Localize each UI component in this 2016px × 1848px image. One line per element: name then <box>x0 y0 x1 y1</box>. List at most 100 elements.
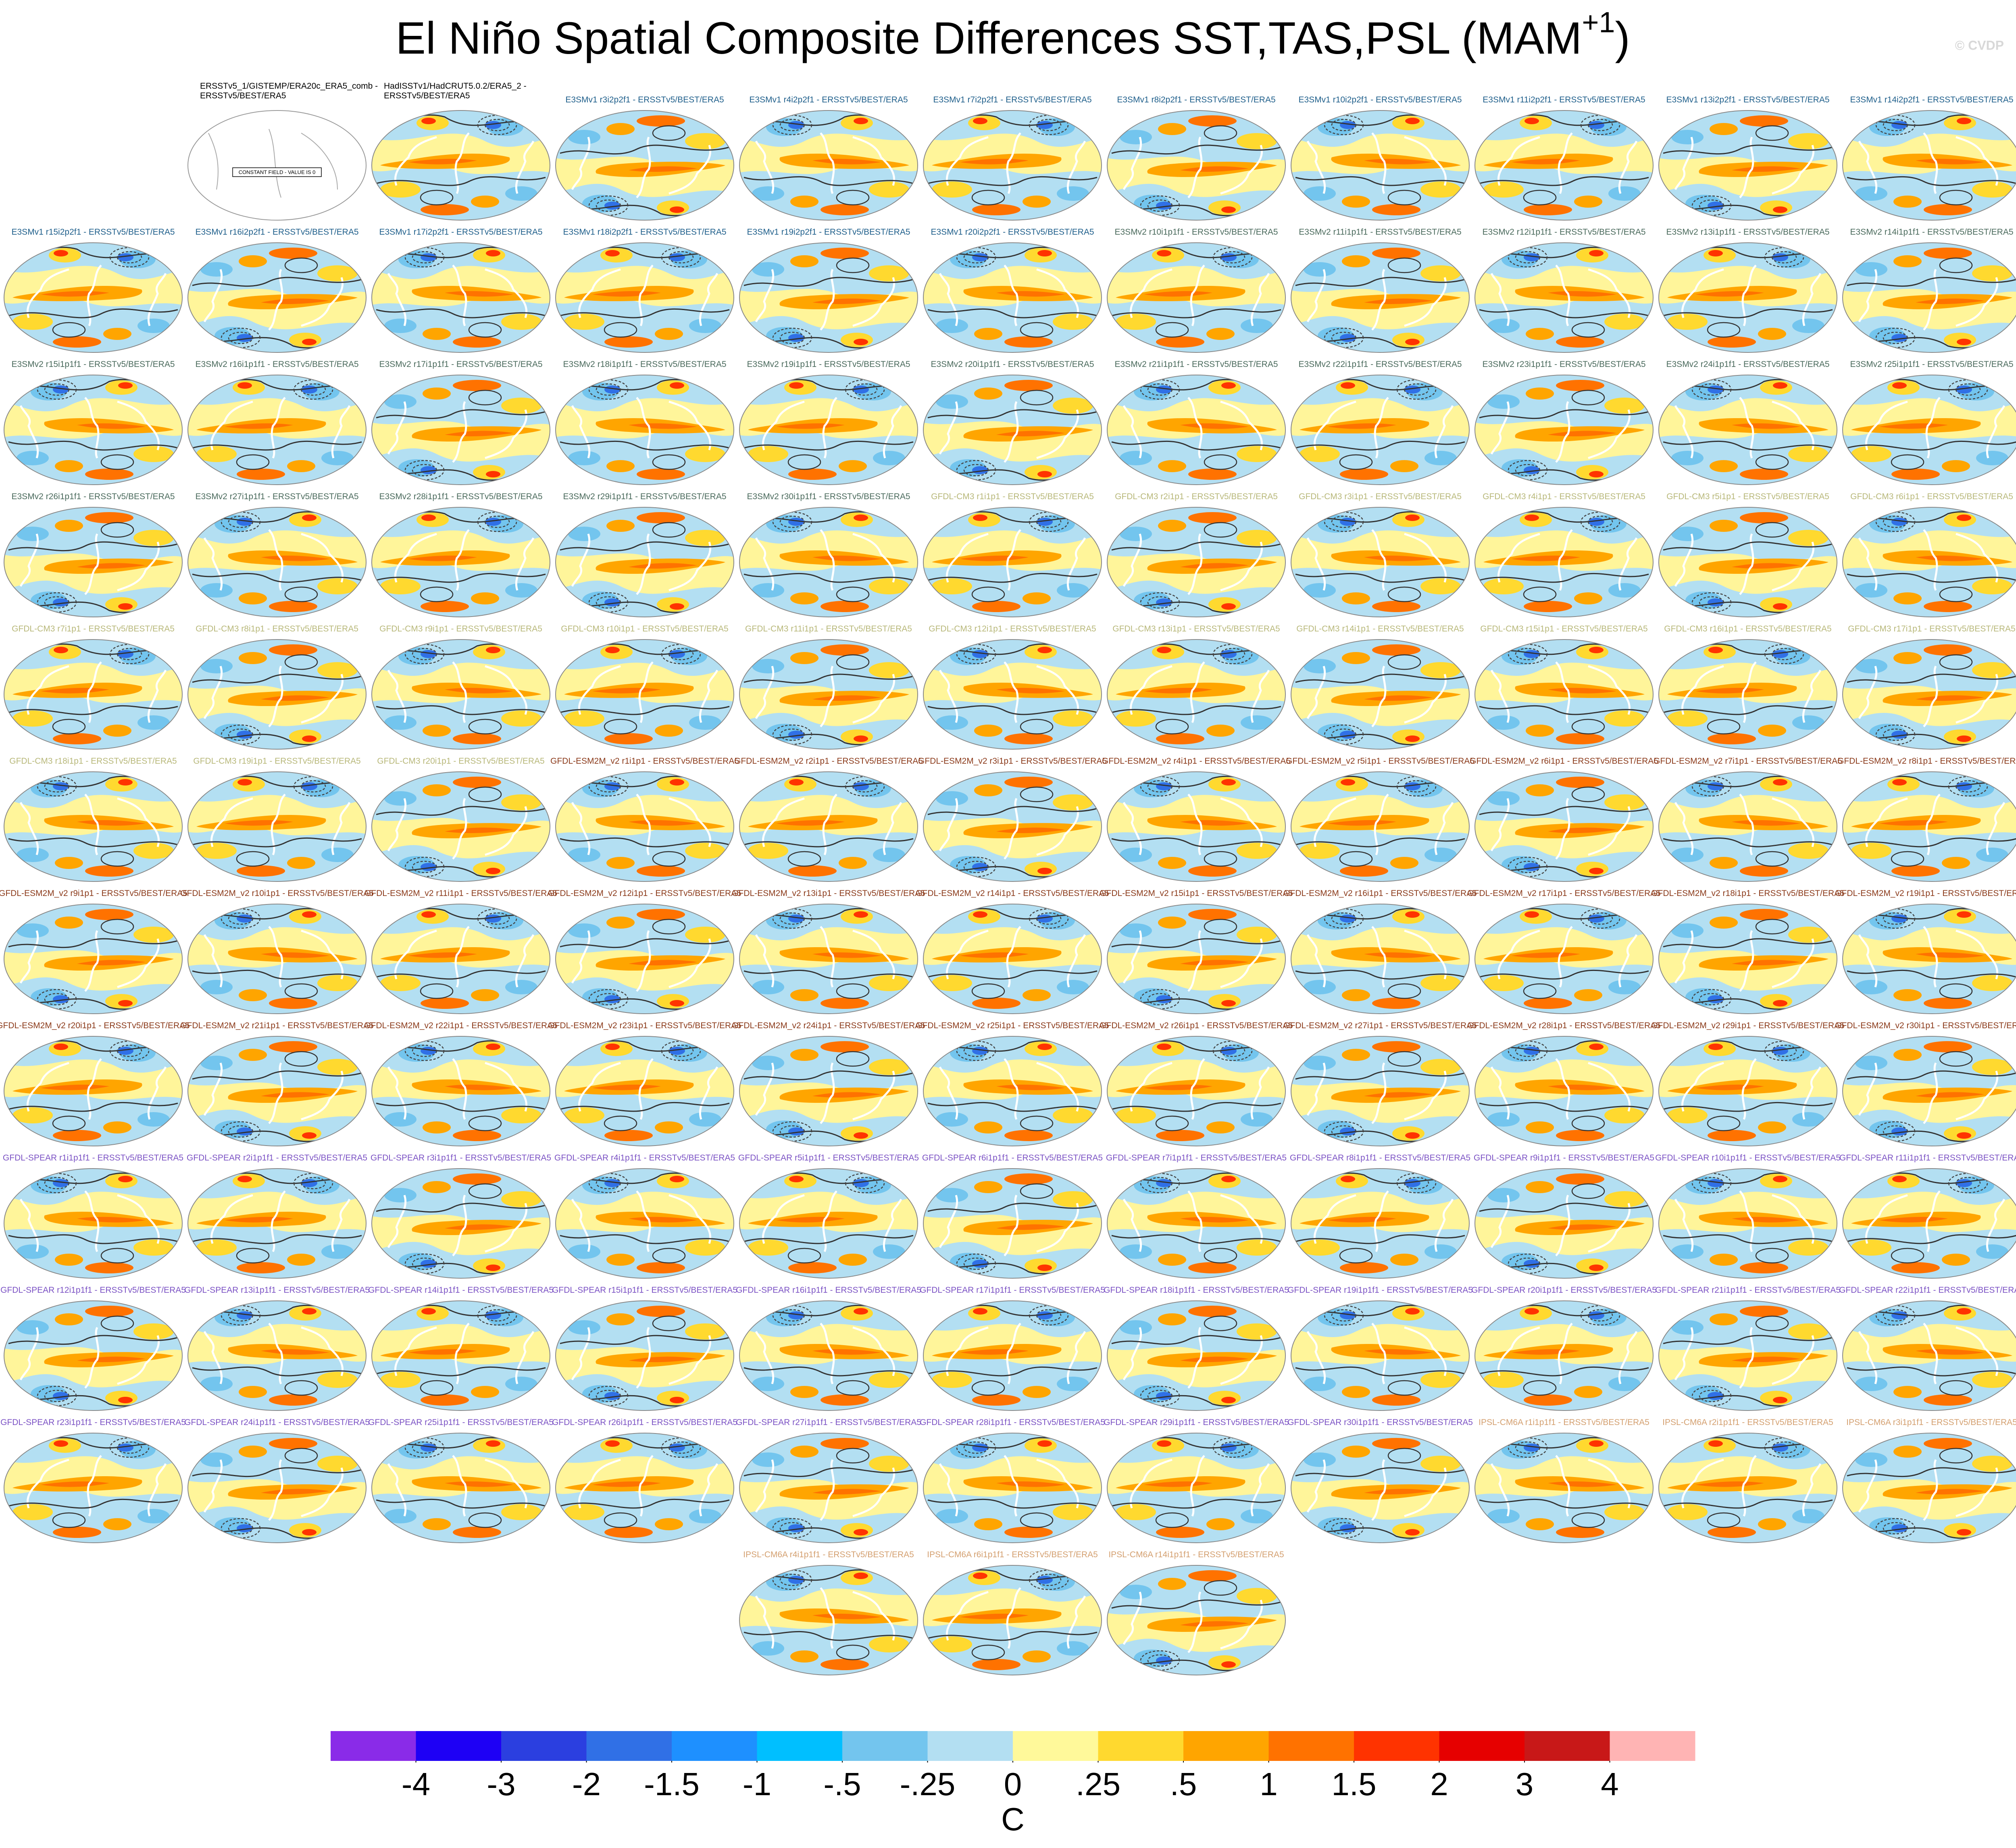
map-border <box>1291 1300 1470 1411</box>
map-field <box>1839 638 2016 751</box>
panel-title: GFDL-ESM2M_v2 r10i1p1 - ERSSTv5/BEST/ERA… <box>180 889 374 898</box>
panel-title: E3SMv2 r24i1p1f1 - ERSSTv5/BEST/ERA5 <box>1666 360 1830 369</box>
map-panel: GFDL-ESM2M_v2 r23i1p1 - ERSSTv5/BEST/ERA… <box>548 1021 741 1146</box>
map-panel: GFDL-ESM2M_v2 r6i1p1 - ERSSTv5/BEST/ERA5 <box>1470 756 1658 882</box>
map-pattern <box>0 1431 186 1544</box>
panel-title: IPSL-CM6A r3i1p1f1 - ERSSTv5/BEST/ERA5 <box>1846 1418 2016 1427</box>
panel-title: E3SMv1 r11i2p2f1 - ERSSTv5/BEST/ERA5 <box>1483 95 1645 104</box>
map-field <box>1839 241 2016 354</box>
panel-title: E3SMv2 r11i1p1f1 - ERSSTv5/BEST/ERA5 <box>1299 227 1461 237</box>
map-panel: GFDL-ESM2M_v2 r27i1p1 - ERSSTv5/BEST/ERA… <box>1283 1021 1477 1146</box>
colorbar-box <box>1524 1731 1610 1761</box>
map-panel: E3SMv2 r18i1p1f1 - ERSSTv5/BEST/ERA5 <box>555 360 734 485</box>
colorbar-box <box>331 1731 416 1761</box>
panel-title: GFDL-CM3 r19i1p1 - ERSSTv5/BEST/ERA5 <box>193 756 360 766</box>
map-pattern <box>368 506 554 619</box>
map-border <box>4 1433 183 1543</box>
panel-title: GFDL-ESM2M_v2 r6i1p1 - ERSSTv5/BEST/ERA5 <box>1470 756 1658 766</box>
map-border <box>4 771 183 882</box>
map-panel: GFDL-CM3 r15i1p1 - ERSSTv5/BEST/ERA5 <box>1475 624 1654 750</box>
panel-title: GFDL-SPEAR r3i1p1f1 - ERSSTv5/BEST/ERA5 <box>371 1153 551 1163</box>
map-panel: IPSL-CM6A r3i1p1f1 - ERSSTv5/BEST/ERA5 <box>1839 1418 2016 1544</box>
map-pattern <box>0 770 186 883</box>
map-field <box>736 1299 921 1412</box>
map-pattern <box>1839 1299 2016 1412</box>
map-field <box>0 373 186 486</box>
map-border <box>4 1300 183 1411</box>
map-field <box>368 1167 554 1280</box>
panel-title: E3SMv1 r14i2p2f1 - ERSSTv5/BEST/ERA5 <box>1850 95 2014 104</box>
map-panel: GFDL-SPEAR r6i1p1f1 - ERSSTv5/BEST/ERA5 <box>922 1153 1103 1279</box>
map-pattern <box>1471 506 1657 619</box>
panel-title: E3SMv2 r10i1p1f1 - ERSSTv5/BEST/ERA5 <box>1115 227 1278 237</box>
panel-title: ERSSTv5_1/GISTEMP/ERA20c_ERA5_comb -ERSS… <box>200 81 378 100</box>
map-pattern <box>736 1167 921 1280</box>
map-border <box>555 1300 734 1411</box>
map-panel: E3SMv1 r13i2p2f1 - ERSSTv5/BEST/ERA5 <box>1658 95 1837 221</box>
map-border <box>1475 507 1654 617</box>
map-field <box>920 241 1105 354</box>
map-border <box>1107 1036 1286 1146</box>
map-field <box>1471 1431 1657 1544</box>
map-pattern <box>1839 1431 2016 1544</box>
map-field <box>1287 506 1473 619</box>
map-panel: E3SMv2 r14i1p1f1 - ERSSTv5/BEST/ERA5 <box>1839 227 2016 354</box>
map-pattern <box>1287 109 1473 222</box>
map-field <box>184 1299 370 1412</box>
map-pattern <box>368 1035 554 1148</box>
map-panel: GFDL-CM3 r18i1p1 - ERSSTv5/BEST/ERA5 <box>0 756 186 883</box>
colorbar-label: -3 <box>487 1766 515 1802</box>
map-border <box>555 904 734 1014</box>
map-border <box>1475 1036 1654 1146</box>
map-field <box>552 506 737 619</box>
colorbar-box <box>1610 1731 1695 1761</box>
map-border <box>739 1565 918 1675</box>
map-field <box>0 902 186 1015</box>
map-panel: GFDL-ESM2M_v2 r20i1p1 - ERSSTv5/BEST/ERA… <box>0 1021 190 1146</box>
map-field <box>1655 506 1841 619</box>
map-field <box>0 770 186 883</box>
map-pattern <box>736 770 921 883</box>
panel-title: GFDL-CM3 r2i1p1 - ERSSTv5/BEST/ERA5 <box>1115 492 1278 501</box>
map-panel: GFDL-CM3 r17i1p1 - ERSSTv5/BEST/ERA5 <box>1839 624 2016 751</box>
map-border <box>4 639 183 750</box>
map-pattern <box>0 1299 186 1412</box>
map-border <box>1658 507 1837 617</box>
map-border <box>371 375 550 485</box>
panel-title: E3SMv2 r20i1p1f1 - ERSSTv5/BEST/ERA5 <box>931 360 1094 369</box>
panel-title: GFDL-SPEAR r6i1p1f1 - ERSSTv5/BEST/ERA5 <box>922 1153 1103 1163</box>
map-field <box>1287 1299 1473 1412</box>
map-panel: E3SMv2 r16i1p1f1 - ERSSTv5/BEST/ERA5 <box>187 360 367 485</box>
map-panel: GFDL-ESM2M_v2 r14i1p1 - ERSSTv5/BEST/ERA… <box>916 889 1109 1014</box>
map-panel: E3SMv2 r24i1p1f1 - ERSSTv5/BEST/ERA5 <box>1658 360 1837 485</box>
map-pattern <box>184 1299 370 1412</box>
map-field <box>920 109 1105 222</box>
coastline <box>208 129 338 198</box>
panel-title: GFDL-CM3 r5i1p1 - ERSSTv5/BEST/ERA5 <box>1666 492 1829 501</box>
map-border <box>1107 375 1286 485</box>
map-panel: GFDL-SPEAR r22i1p1f1 - ERSSTv5/BEST/ERA5 <box>1839 1285 2016 1412</box>
map-panel: GFDL-CM3 r20i1p1 - ERSSTv5/BEST/ERA5 <box>371 756 550 882</box>
map-panel: GFDL-SPEAR r17i1p1f1 - ERSSTv5/BEST/ERA5 <box>920 1285 1105 1411</box>
map-panel: E3SMv2 r12i1p1f1 - ERSSTv5/BEST/ERA5 <box>1475 227 1654 353</box>
panel-title: GFDL-ESM2M_v2 r25i1p1 - ERSSTv5/BEST/ERA… <box>916 1021 1109 1030</box>
colorbar-box <box>1354 1731 1439 1761</box>
map-panel: E3SMv1 r18i2p2f1 - ERSSTv5/BEST/ERA5 <box>555 227 734 353</box>
map-border <box>1107 904 1286 1014</box>
panel-title: GFDL-SPEAR r19i1p1f1 - ERSSTv5/BEST/ERA5 <box>1287 1285 1473 1295</box>
title: El Niño Spatial Composite Differences SS… <box>396 6 1630 63</box>
map-border <box>923 1300 1102 1411</box>
map-field <box>1471 109 1657 222</box>
map-pattern <box>1839 1035 2016 1148</box>
map-field <box>1839 1035 2016 1148</box>
map-panel: IPSL-CM6A r14i1p1f1 - ERSSTv5/BEST/ERA5 <box>1107 1550 1286 1675</box>
map-panel: E3SMv2 r13i1p1f1 - ERSSTv5/BEST/ERA5 <box>1658 227 1837 353</box>
map-field <box>736 770 921 883</box>
panel-title: GFDL-ESM2M_v2 r24i1p1 - ERSSTv5/BEST/ERA… <box>732 1021 925 1030</box>
colorbar-box <box>416 1731 502 1761</box>
colorbar-label: -1 <box>743 1766 771 1802</box>
panel-title: GFDL-CM3 r8i1p1 - ERSSTv5/BEST/ERA5 <box>196 624 358 633</box>
map-border <box>371 110 550 221</box>
map-pattern <box>1287 241 1473 354</box>
map-panel: GFDL-CM3 r2i1p1 - ERSSTv5/BEST/ERA5 <box>1107 492 1286 617</box>
